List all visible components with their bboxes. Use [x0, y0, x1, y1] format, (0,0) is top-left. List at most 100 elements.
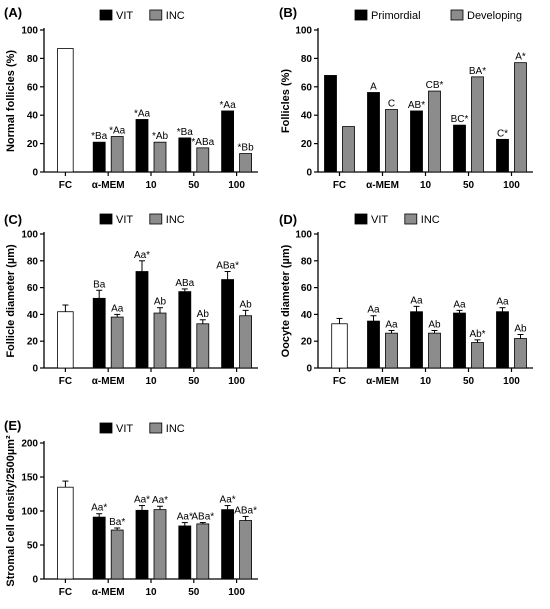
- x-tick-label: α-MEM: [366, 180, 399, 191]
- data-label: A: [370, 81, 377, 92]
- data-label: ABa*: [191, 512, 214, 523]
- bar: [196, 323, 210, 369]
- x-tick-label: FC: [59, 376, 72, 387]
- x-tick-label: 10: [420, 180, 432, 191]
- data-label: *Bb: [238, 143, 255, 154]
- bar: [110, 316, 124, 369]
- bar: [92, 141, 106, 173]
- legend-swatch: [450, 9, 464, 21]
- data-label: Aa*: [91, 503, 107, 514]
- y-tick-label: 0: [32, 168, 38, 179]
- data-label: Aa: [385, 319, 398, 330]
- data-label: *Ba: [91, 131, 108, 142]
- panel-label: (E): [4, 418, 21, 433]
- x-tick-label: 10: [145, 180, 157, 191]
- bar: [135, 509, 149, 580]
- y-tick-label: 0: [32, 364, 38, 375]
- data-label: Ba*: [109, 517, 125, 528]
- data-label: Aa: [367, 305, 380, 316]
- bar: [57, 48, 74, 173]
- data-label: *Aa: [134, 108, 151, 119]
- x-tick-label: α-MEM: [92, 587, 125, 598]
- data-label: Aa*: [134, 495, 150, 506]
- bar: [178, 525, 192, 580]
- x-tick-label: 50: [188, 180, 200, 191]
- bar: [428, 332, 441, 369]
- chart-panel: (C) Follicle diameter (µm) 0 20 40 60 80 100 FC α…: [4, 212, 258, 387]
- data-label: Aa: [453, 299, 466, 310]
- bar: [514, 338, 527, 369]
- legend-label: Developing: [467, 10, 522, 22]
- bar: [342, 126, 355, 173]
- bar: [385, 109, 398, 173]
- x-tick-label: 100: [228, 180, 245, 191]
- y-axis-label: Follicle diameter (µm): [5, 244, 17, 358]
- legend-swatch: [354, 9, 368, 21]
- y-tick-label: 80: [27, 54, 39, 65]
- bar: [324, 75, 337, 173]
- data-label: ABa*: [234, 505, 257, 516]
- bar: [153, 312, 167, 369]
- bar: [221, 279, 235, 369]
- data-label: Aa: [410, 295, 423, 306]
- y-tick-label: 40: [27, 111, 39, 122]
- data-label: A*: [515, 52, 526, 63]
- x-tick-label: 10: [420, 376, 432, 387]
- panel-label: (A): [4, 5, 22, 20]
- y-tick-label: 60: [301, 283, 313, 294]
- legend-swatch: [99, 213, 113, 225]
- bar: [196, 523, 210, 580]
- y-tick-label: 60: [27, 283, 39, 294]
- data-label: Aa*: [134, 250, 150, 261]
- x-tick-label: 50: [188, 587, 200, 598]
- y-tick-label: 100: [295, 230, 312, 241]
- legend-label: VIT: [116, 214, 133, 226]
- data-label: *ABa: [191, 137, 214, 148]
- y-tick-label: 40: [27, 310, 39, 321]
- y-tick-label: 0: [32, 575, 38, 586]
- bar: [471, 76, 484, 173]
- bar: [135, 119, 149, 173]
- bar: [178, 291, 192, 369]
- y-tick-label: 80: [27, 256, 39, 267]
- y-tick-label: 40: [301, 310, 313, 321]
- bar: [239, 315, 253, 369]
- bar: [239, 520, 253, 580]
- bar: [331, 323, 348, 369]
- y-tick-label: 80: [301, 256, 313, 267]
- x-tick-label: α-MEM: [92, 376, 125, 387]
- x-tick-label: 50: [463, 376, 475, 387]
- legend-swatch: [149, 9, 163, 21]
- y-tick-label: 20: [301, 139, 313, 150]
- y-tick-label: 20: [27, 337, 39, 348]
- x-tick-label: 100: [228, 376, 245, 387]
- y-tick-label: 100: [21, 507, 38, 518]
- bar: [239, 153, 253, 173]
- panel-label: (C): [4, 212, 22, 227]
- data-label: Aa*: [152, 495, 168, 506]
- legend-swatch: [99, 9, 113, 21]
- data-label: AB*: [408, 100, 425, 111]
- y-axis-label: Follicles (%): [280, 69, 292, 134]
- panel-label: (D): [279, 212, 297, 227]
- bar: [453, 312, 466, 369]
- bar: [496, 311, 509, 369]
- bar: [221, 110, 235, 173]
- bar: [221, 509, 235, 580]
- y-axis-label: Stromal cell density/2500µm²: [5, 435, 17, 587]
- data-label: Ab*: [469, 329, 485, 340]
- bar: [385, 332, 398, 369]
- legend-swatch: [99, 422, 113, 434]
- data-label: Ba: [93, 279, 106, 290]
- x-tick-label: 10: [145, 376, 157, 387]
- data-label: Ab: [154, 297, 167, 308]
- chart-panel: (E) Stromal cell density/2500µm² 0 50 100 150…: [4, 418, 258, 598]
- bar: [196, 147, 210, 173]
- panel-label: (B): [279, 5, 297, 20]
- bar: [110, 136, 124, 173]
- bar: [410, 311, 423, 369]
- y-tick-label: 0: [306, 168, 312, 179]
- legend-swatch: [404, 213, 418, 225]
- y-tick-label: 100: [295, 26, 312, 37]
